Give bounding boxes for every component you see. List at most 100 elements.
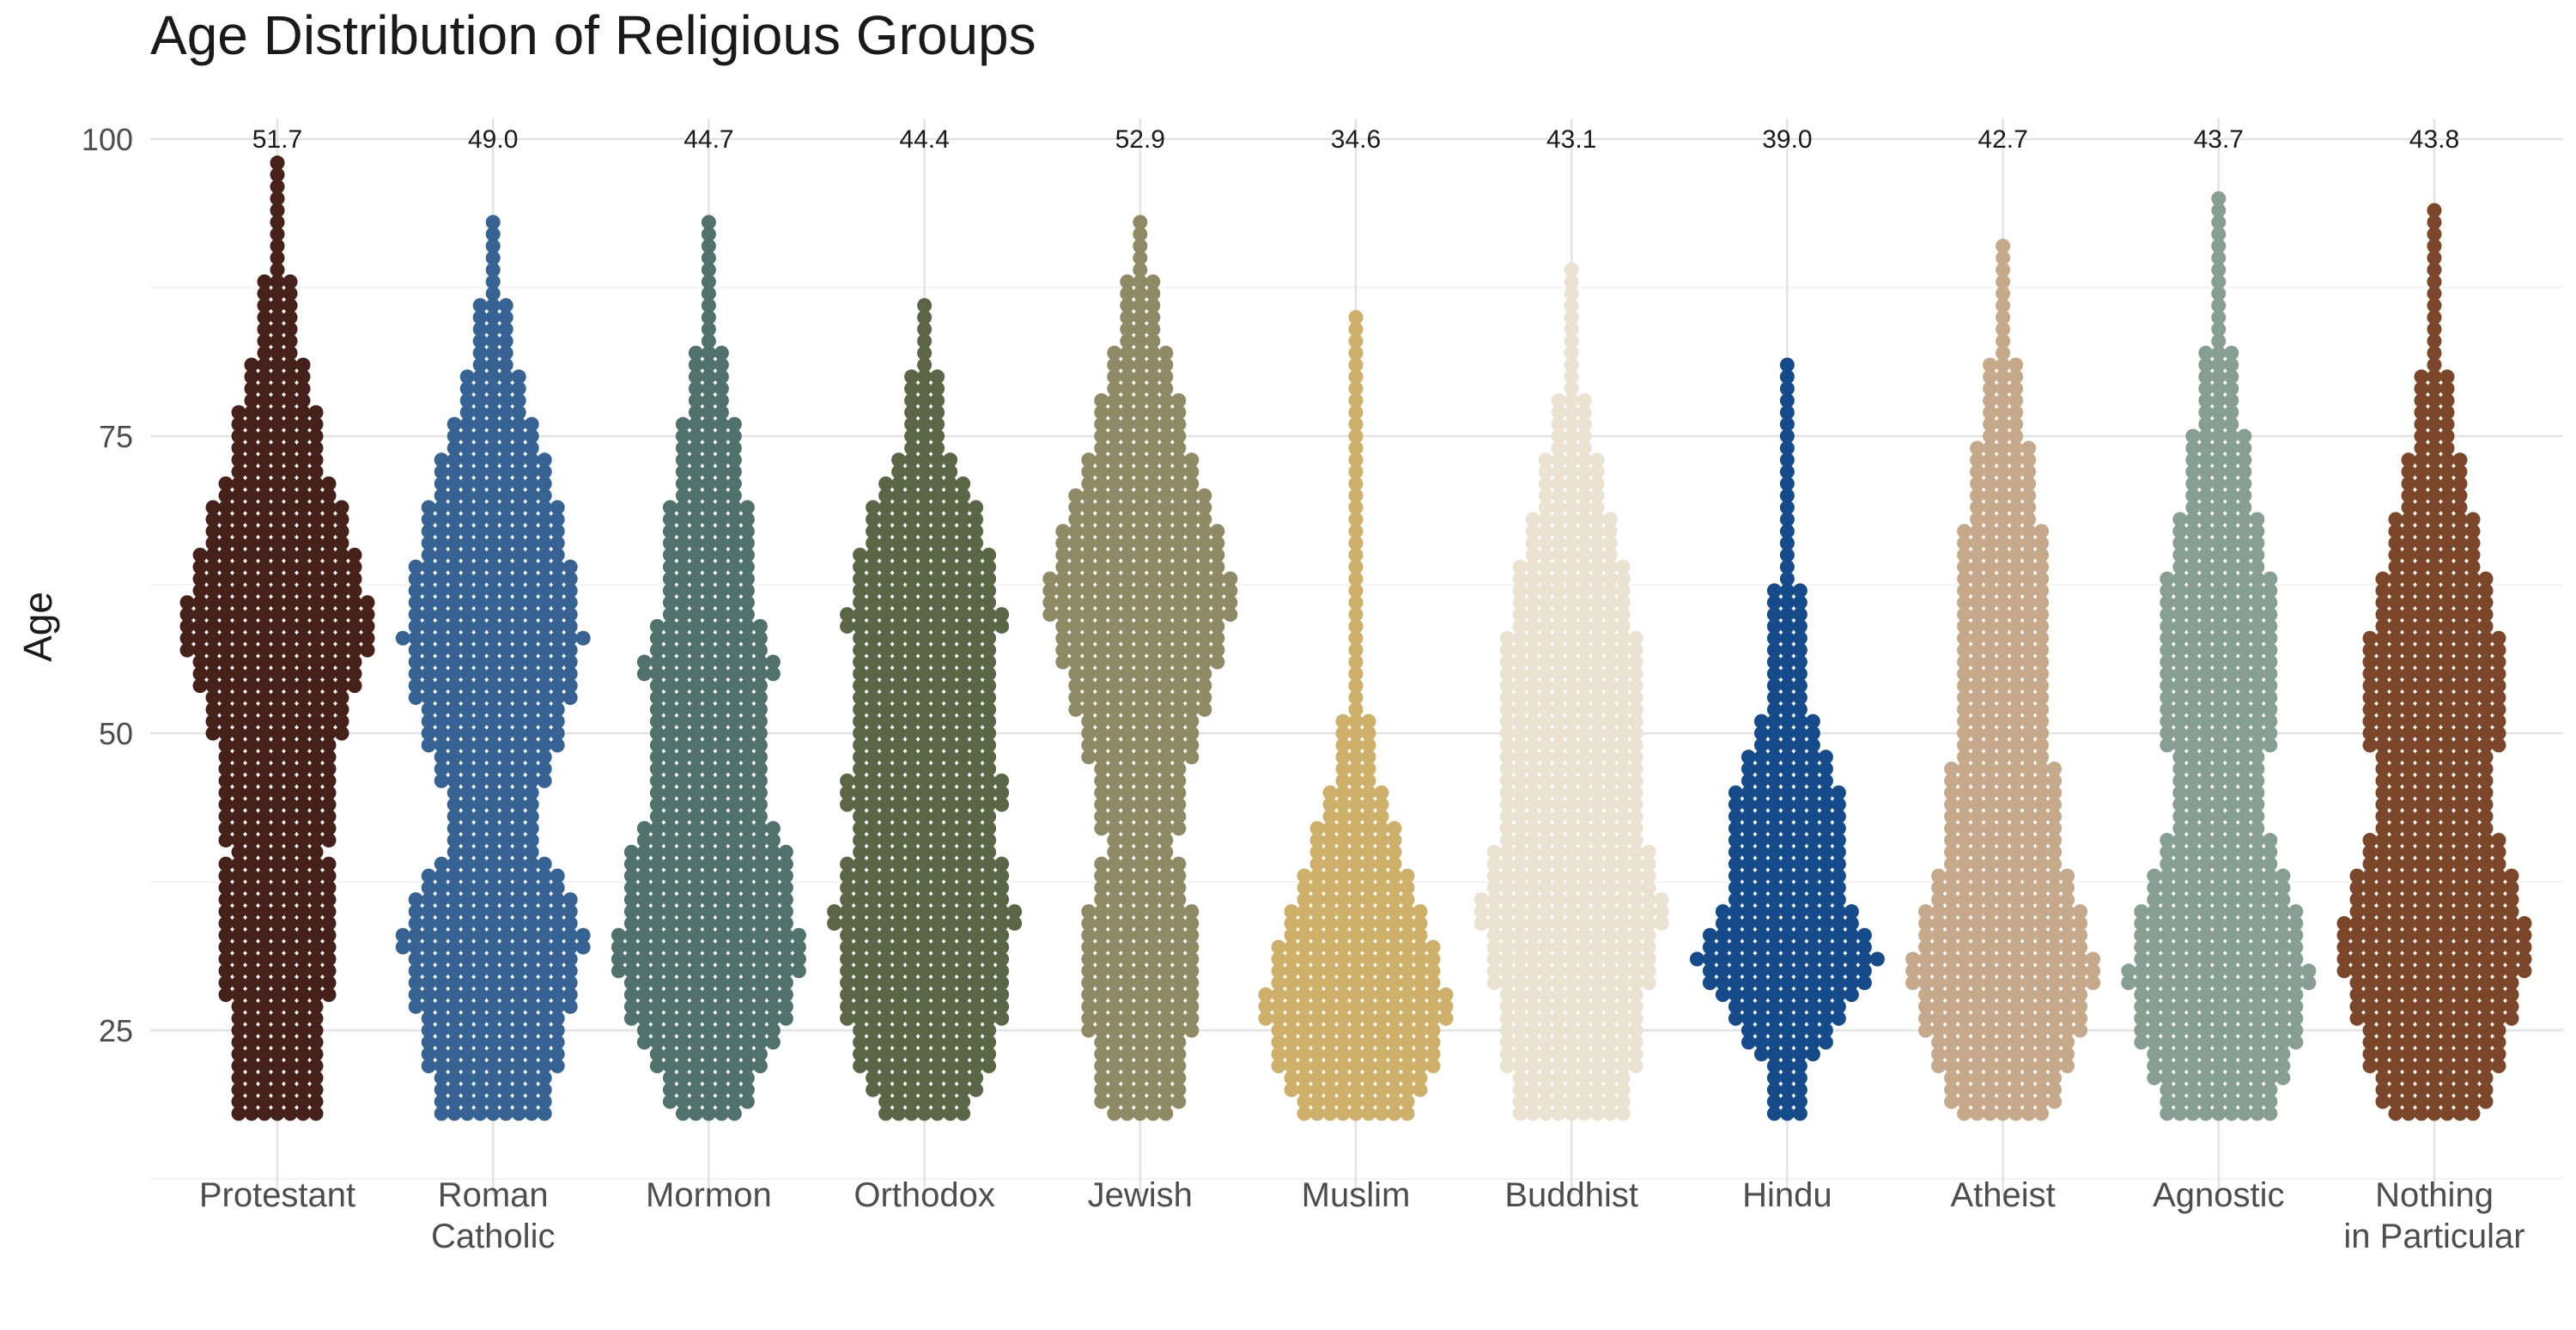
data-point: [283, 547, 298, 562]
data-point: [421, 630, 436, 646]
data-point: [270, 298, 285, 313]
data-point: [459, 1106, 475, 1121]
data-point: [1944, 892, 1959, 908]
data-point: [1107, 738, 1122, 753]
data-point: [778, 892, 793, 908]
data-point: [511, 512, 526, 527]
data-point: [2060, 1035, 2075, 1050]
data-point: [1374, 785, 1389, 800]
data-point: [866, 500, 881, 515]
data-point: [1361, 821, 1376, 836]
data-point: [1133, 215, 1148, 230]
data-point: [1792, 773, 1807, 788]
data-point: [688, 524, 703, 539]
data-point: [969, 630, 984, 646]
data-point: [1120, 1070, 1135, 1085]
data-point: [1628, 951, 1643, 967]
data-point: [688, 404, 703, 420]
data-point: [701, 227, 716, 242]
data-point: [1120, 654, 1135, 670]
data-point: [1970, 1070, 1985, 1085]
data-point: [231, 416, 246, 432]
data-point: [447, 630, 462, 646]
data-point: [347, 642, 362, 658]
data-point: [981, 1047, 997, 1062]
data-point: [485, 904, 501, 920]
data-point: [485, 1094, 501, 1109]
data-point: [2021, 1094, 2037, 1109]
data-point: [1831, 856, 1846, 871]
data-point: [472, 833, 488, 848]
data-point: [447, 856, 462, 871]
data-point: [1094, 1023, 1109, 1038]
data-point: [408, 975, 423, 991]
data-point: [778, 975, 793, 991]
data-point: [1779, 785, 1795, 800]
data-point: [1107, 1094, 1122, 1109]
data-point: [1805, 773, 1820, 788]
data-point: [981, 868, 997, 884]
data-point: [701, 844, 716, 859]
data-point: [878, 1059, 894, 1074]
data-point: [1589, 1094, 1605, 1109]
data-point: [1284, 1082, 1299, 1097]
data-point: [524, 654, 539, 670]
data-point: [447, 559, 462, 574]
data-point: [550, 880, 565, 896]
data-point: [688, 821, 703, 836]
data-point: [295, 1106, 311, 1121]
data-point: [434, 880, 449, 896]
data-point: [840, 773, 855, 788]
data-point: [295, 488, 311, 503]
data-point: [1184, 951, 1200, 967]
data-point: [726, 571, 742, 586]
data-point: [434, 500, 449, 515]
data-point: [1107, 714, 1122, 729]
data-point: [1081, 536, 1097, 551]
data-point: [2047, 762, 2063, 777]
data-point: [714, 750, 729, 765]
data-point: [1068, 618, 1084, 634]
data-point: [2060, 880, 2075, 896]
data-point: [2021, 738, 2037, 753]
data-point: [969, 750, 984, 765]
data-point: [1818, 963, 1833, 979]
data-point: [1602, 1070, 1618, 1085]
data-point: [1538, 465, 1553, 480]
data-point: [701, 892, 716, 908]
data-point: [1094, 773, 1109, 788]
data-point: [498, 357, 513, 373]
data-point: [1551, 524, 1566, 539]
data-point: [1602, 689, 1618, 705]
data-point: [1171, 1070, 1187, 1085]
data-point: [739, 915, 755, 931]
data-point: [1145, 1011, 1161, 1026]
data-point: [2086, 963, 2101, 979]
data-point: [244, 927, 259, 943]
data-point: [511, 951, 526, 967]
data-point: [2008, 999, 2024, 1014]
data-point: [1628, 750, 1643, 765]
data-point: [765, 904, 781, 920]
data-point: [1615, 963, 1631, 979]
data-point: [1197, 583, 1212, 598]
data-point: [1284, 951, 1299, 967]
data-point: [917, 1047, 933, 1062]
data-point: [1564, 345, 1579, 361]
data-point: [662, 762, 677, 777]
data-point: [1538, 559, 1553, 574]
data-point: [1107, 1070, 1122, 1085]
data-point: [1284, 963, 1299, 979]
data-point: [1983, 1011, 1998, 1026]
data-point: [956, 500, 971, 515]
data-point: [447, 618, 462, 634]
data-point: [1107, 428, 1122, 444]
data-point: [472, 750, 488, 765]
data-point: [1577, 440, 1592, 456]
data-point: [2060, 915, 2075, 931]
data-point: [244, 392, 259, 408]
data-point: [1689, 951, 1704, 967]
data-point: [1538, 488, 1553, 503]
data-point: [1400, 1035, 1415, 1050]
data-point: [1107, 512, 1122, 527]
